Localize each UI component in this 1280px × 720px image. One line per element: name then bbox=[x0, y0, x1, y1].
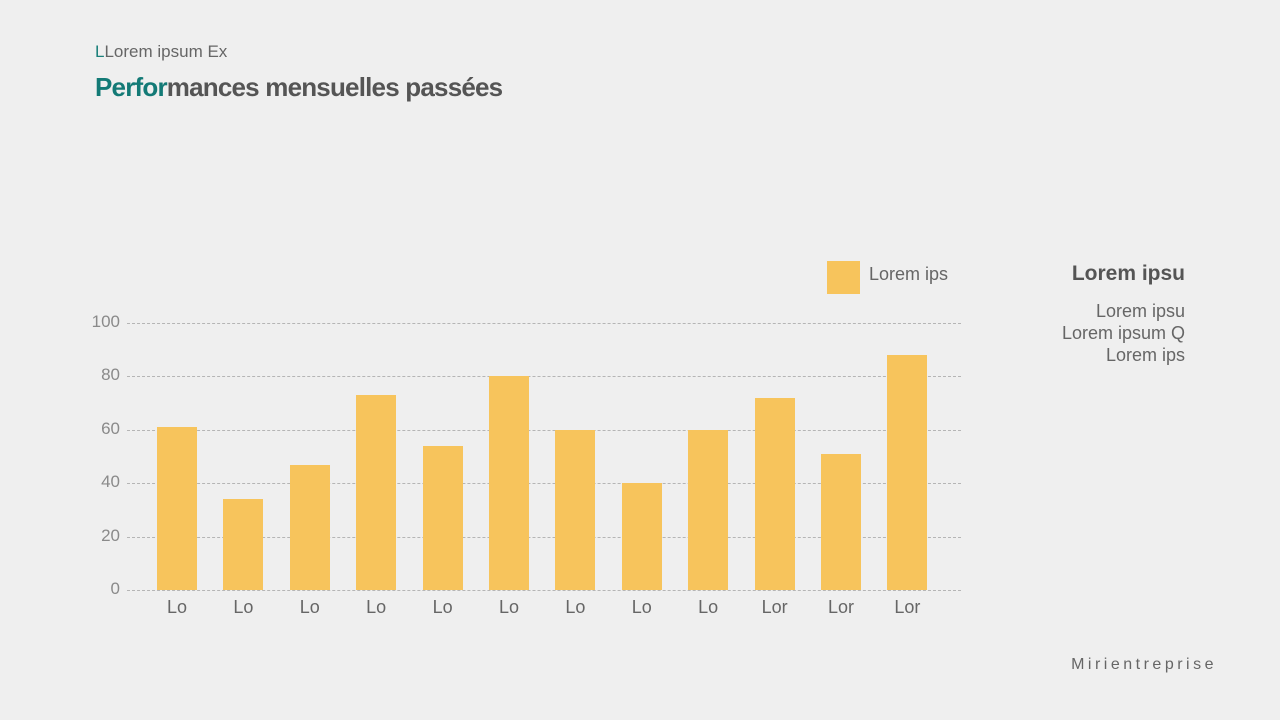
x-tick-label: Lo bbox=[631, 597, 652, 617]
side-line: Lorem ipsu bbox=[1095, 301, 1185, 321]
gridline bbox=[127, 429, 961, 431]
gridline bbox=[127, 376, 961, 378]
bar bbox=[754, 397, 795, 590]
side-line: Lorem ips bbox=[1105, 345, 1185, 365]
y-tick-label: 40 bbox=[101, 472, 120, 492]
side-heading: Lorem ipsu bbox=[1071, 262, 1185, 285]
gridline bbox=[127, 590, 961, 591]
x-tick-label: Lor bbox=[894, 597, 921, 617]
title-accent: Perfor bbox=[95, 72, 168, 102]
bar bbox=[887, 355, 928, 590]
side-panel: Lorem ipsu Lorem ipsu Lorem ipsum Q Lore… bbox=[1062, 262, 1185, 366]
x-tick-label: Lo bbox=[698, 597, 719, 617]
y-tick-label: 60 bbox=[101, 418, 120, 438]
bar bbox=[489, 376, 529, 590]
bar bbox=[157, 427, 197, 590]
bar bbox=[422, 445, 463, 590]
x-tick-label: Lo bbox=[366, 597, 387, 617]
bar bbox=[289, 464, 330, 590]
kicker-accent: L bbox=[95, 42, 105, 61]
gridline bbox=[127, 323, 961, 324]
bar bbox=[356, 395, 397, 590]
x-tick-label: Lor bbox=[827, 597, 854, 617]
bar bbox=[223, 499, 264, 590]
x-tick-label: Lo bbox=[299, 597, 320, 617]
title-text: mances mensuelles passées bbox=[166, 72, 503, 102]
legend-swatch bbox=[827, 261, 860, 294]
y-tick-label: 80 bbox=[101, 365, 120, 385]
footer-brand: Mirientreprise bbox=[1071, 656, 1217, 673]
kicker-text: Lorem ipsum Ex bbox=[104, 42, 228, 61]
bar bbox=[821, 453, 861, 590]
y-tick-label: 0 bbox=[110, 579, 120, 598]
x-tick-label: Lo bbox=[432, 597, 453, 617]
side-line: Lorem ipsum Q bbox=[1061, 323, 1185, 343]
x-tick-label: Lo bbox=[498, 597, 520, 617]
y-tick-label: 100 bbox=[91, 312, 120, 331]
x-tick-label: Lo bbox=[565, 597, 586, 617]
bar bbox=[621, 483, 662, 590]
x-tick-label: Lo bbox=[233, 597, 254, 617]
gridline bbox=[127, 483, 961, 485]
kicker: LLorem ipsum Ex bbox=[95, 42, 227, 62]
x-tick-label: Lor bbox=[761, 597, 788, 617]
y-tick-label: 20 bbox=[101, 525, 120, 545]
page-title: Performances mensuelles passées bbox=[95, 72, 503, 103]
x-tick-label: Lo bbox=[166, 597, 188, 617]
chart-legend: Lorem ips bbox=[827, 261, 948, 294]
gridline bbox=[127, 536, 961, 538]
legend-label: Lorem ips bbox=[869, 264, 949, 284]
bar bbox=[688, 429, 729, 590]
bar bbox=[555, 429, 596, 590]
